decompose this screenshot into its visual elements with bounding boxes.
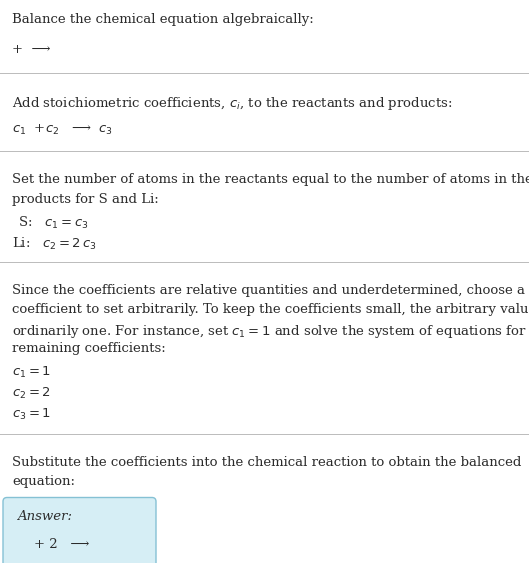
Text: $c_1 = 1$: $c_1 = 1$ (12, 365, 51, 380)
Text: products for S and Li:: products for S and Li: (12, 193, 159, 205)
Text: equation:: equation: (12, 476, 75, 489)
Text: Substitute the coefficients into the chemical reaction to obtain the balanced: Substitute the coefficients into the che… (12, 456, 522, 469)
Text: $c_3 = 1$: $c_3 = 1$ (12, 407, 51, 422)
Text: Li:   $c_2 = 2\,c_3$: Li: $c_2 = 2\,c_3$ (12, 235, 97, 252)
Text: Answer:: Answer: (17, 511, 72, 524)
Text: $c_2 = 2$: $c_2 = 2$ (12, 386, 51, 401)
Text: Since the coefficients are relative quantities and underdetermined, choose a: Since the coefficients are relative quan… (12, 284, 525, 297)
Text: Set the number of atoms in the reactants equal to the number of atoms in the: Set the number of atoms in the reactants… (12, 173, 529, 186)
Text: $c_1$  +$c_2$   ⟶  $c_3$: $c_1$ +$c_2$ ⟶ $c_3$ (12, 123, 113, 137)
Text: Add stoichiometric coefficients, $c_i$, to the reactants and products:: Add stoichiometric coefficients, $c_i$, … (12, 95, 452, 112)
Text: Balance the chemical equation algebraically:: Balance the chemical equation algebraica… (12, 13, 314, 26)
Text: remaining coefficients:: remaining coefficients: (12, 342, 166, 355)
Text: + 2   ⟶: + 2 ⟶ (17, 538, 89, 552)
Text: S:   $c_1 = c_3$: S: $c_1 = c_3$ (14, 215, 88, 231)
Text: coefficient to set arbitrarily. To keep the coefficients small, the arbitrary va: coefficient to set arbitrarily. To keep … (12, 303, 529, 316)
Text: ordinarily one. For instance, set $c_1 = 1$ and solve the system of equations fo: ordinarily one. For instance, set $c_1 =… (12, 323, 529, 339)
Text: +  ⟶: + ⟶ (12, 43, 50, 56)
FancyBboxPatch shape (3, 498, 156, 563)
